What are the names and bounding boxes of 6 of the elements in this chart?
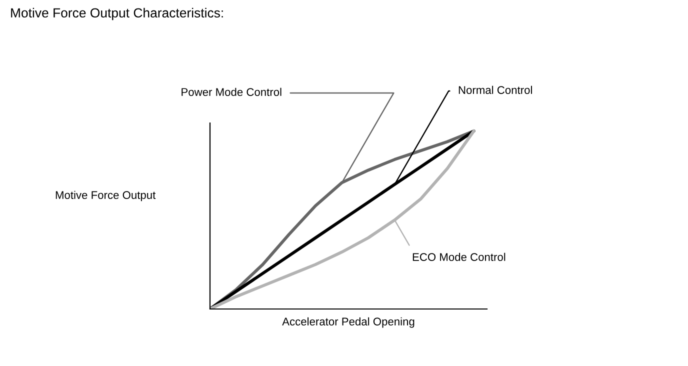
legend-label: ECO Mode Control: [412, 252, 506, 261]
chart-title: Motive Force Output Characteristics:: [11, 8, 223, 20]
text: Power Mode Control: [182, 88, 282, 96]
text: Normal Control: [458, 86, 532, 94]
y-axis-title: Motive Force Output: [56, 190, 156, 202]
x-axis-title: Accelerator Pedal Opening: [282, 317, 414, 328]
